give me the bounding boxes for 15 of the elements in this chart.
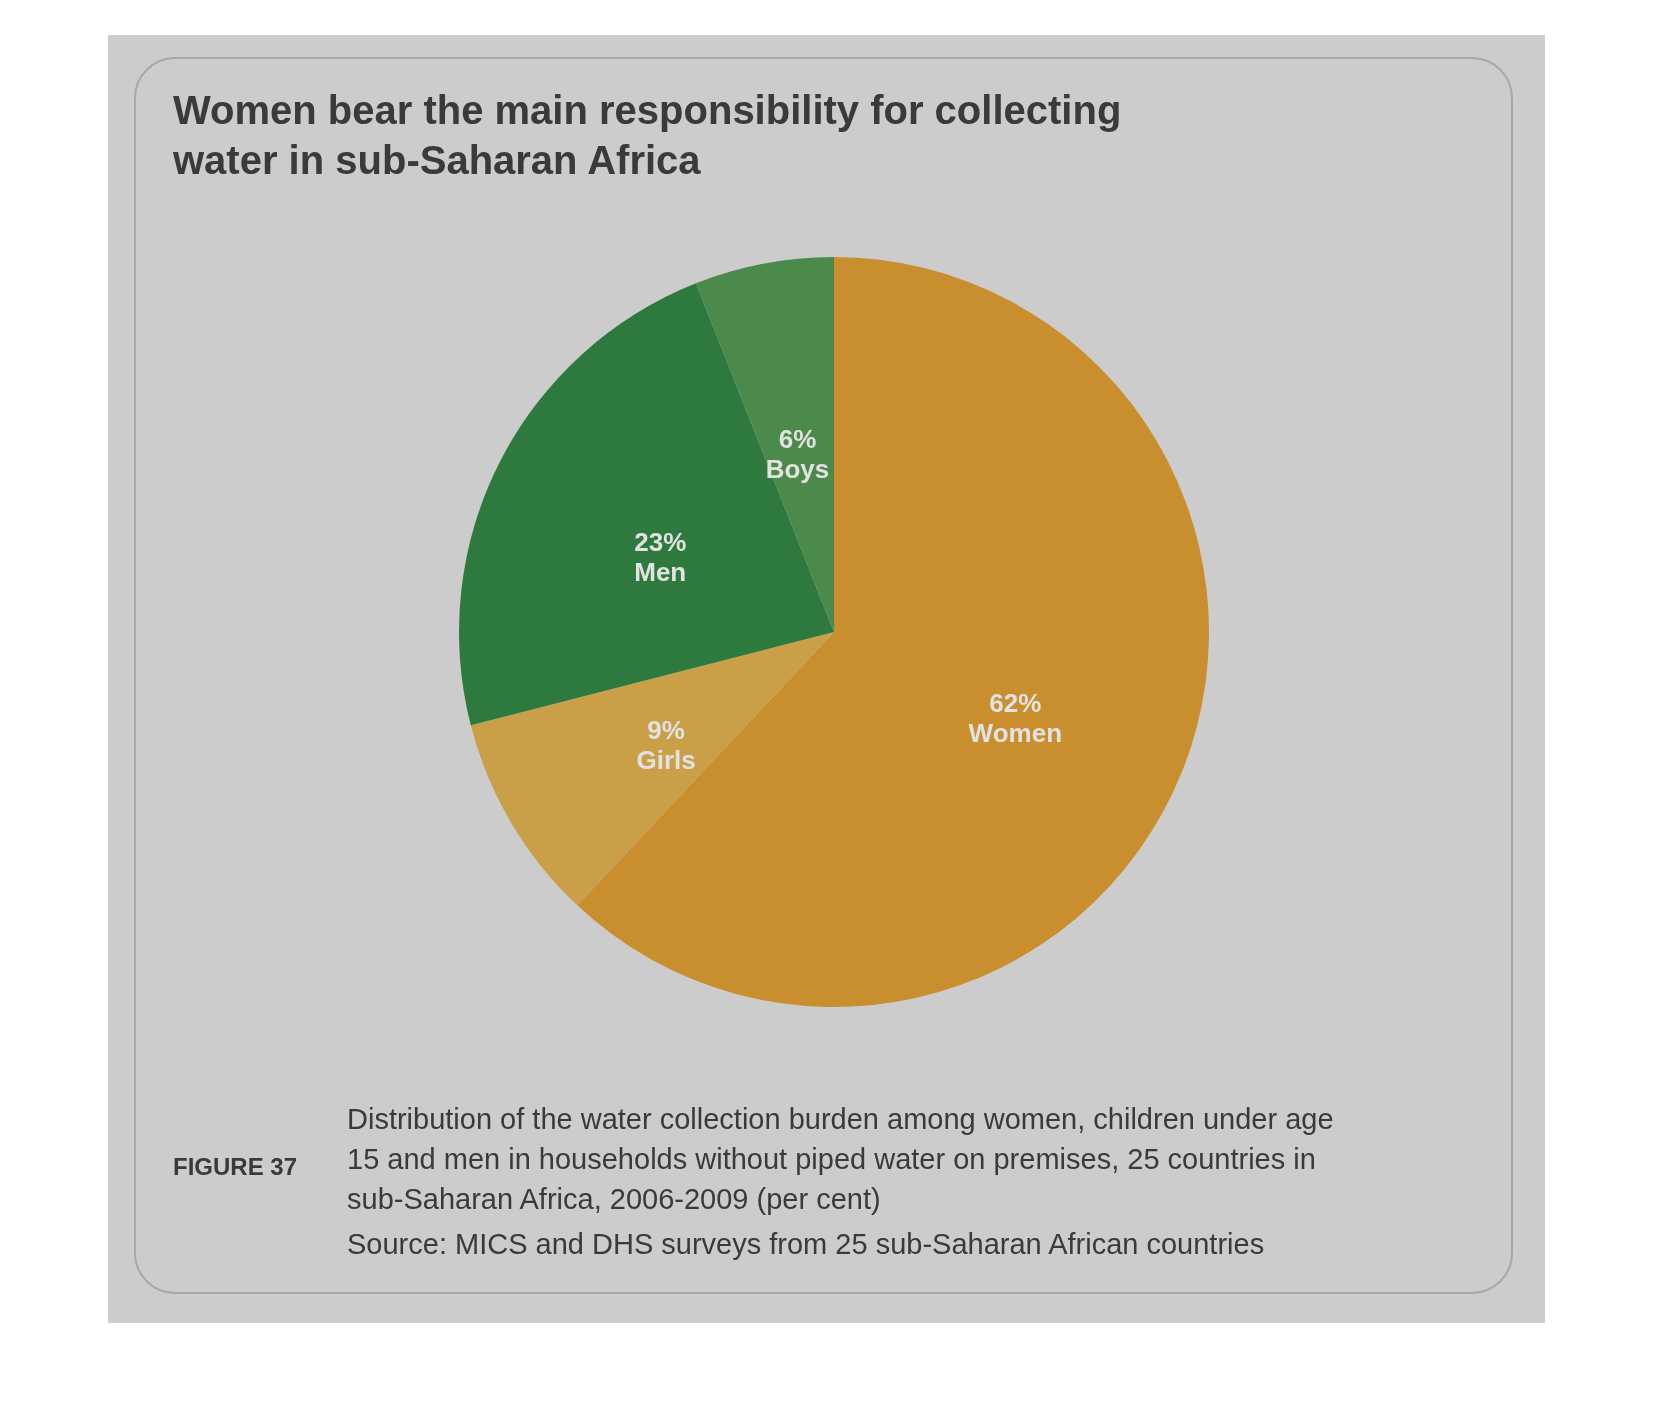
slice-label: Men xyxy=(634,557,687,588)
data-label: 23% xyxy=(634,527,687,558)
pie-slice xyxy=(577,257,1209,1007)
caption: FIGURE 37 xyxy=(173,1153,298,1180)
data-label: 6% xyxy=(778,424,817,455)
slice-label: Girls xyxy=(636,745,696,776)
pie-slice xyxy=(695,257,834,632)
slice-label: Women xyxy=(968,717,1063,748)
data-label: 9% xyxy=(647,715,685,746)
text: Distribution of the water collection burden among women, children under age 15 and men in households without piped water on premises, 25 countries in sub-Saharan Africa, 2006-2009 (per cent) xyxy=(347,1103,1334,1215)
source-note: Source: MICS and DHS surveys from 25 sub-Saharan African countries xyxy=(347,1228,1265,1260)
data-label: 62% xyxy=(989,687,1042,718)
slice-label: Boys xyxy=(765,454,830,485)
chart-title: Women bear the main responsibility for collecting water in sub-Saharan Africa xyxy=(172,88,1122,182)
pie-slice xyxy=(470,632,834,906)
